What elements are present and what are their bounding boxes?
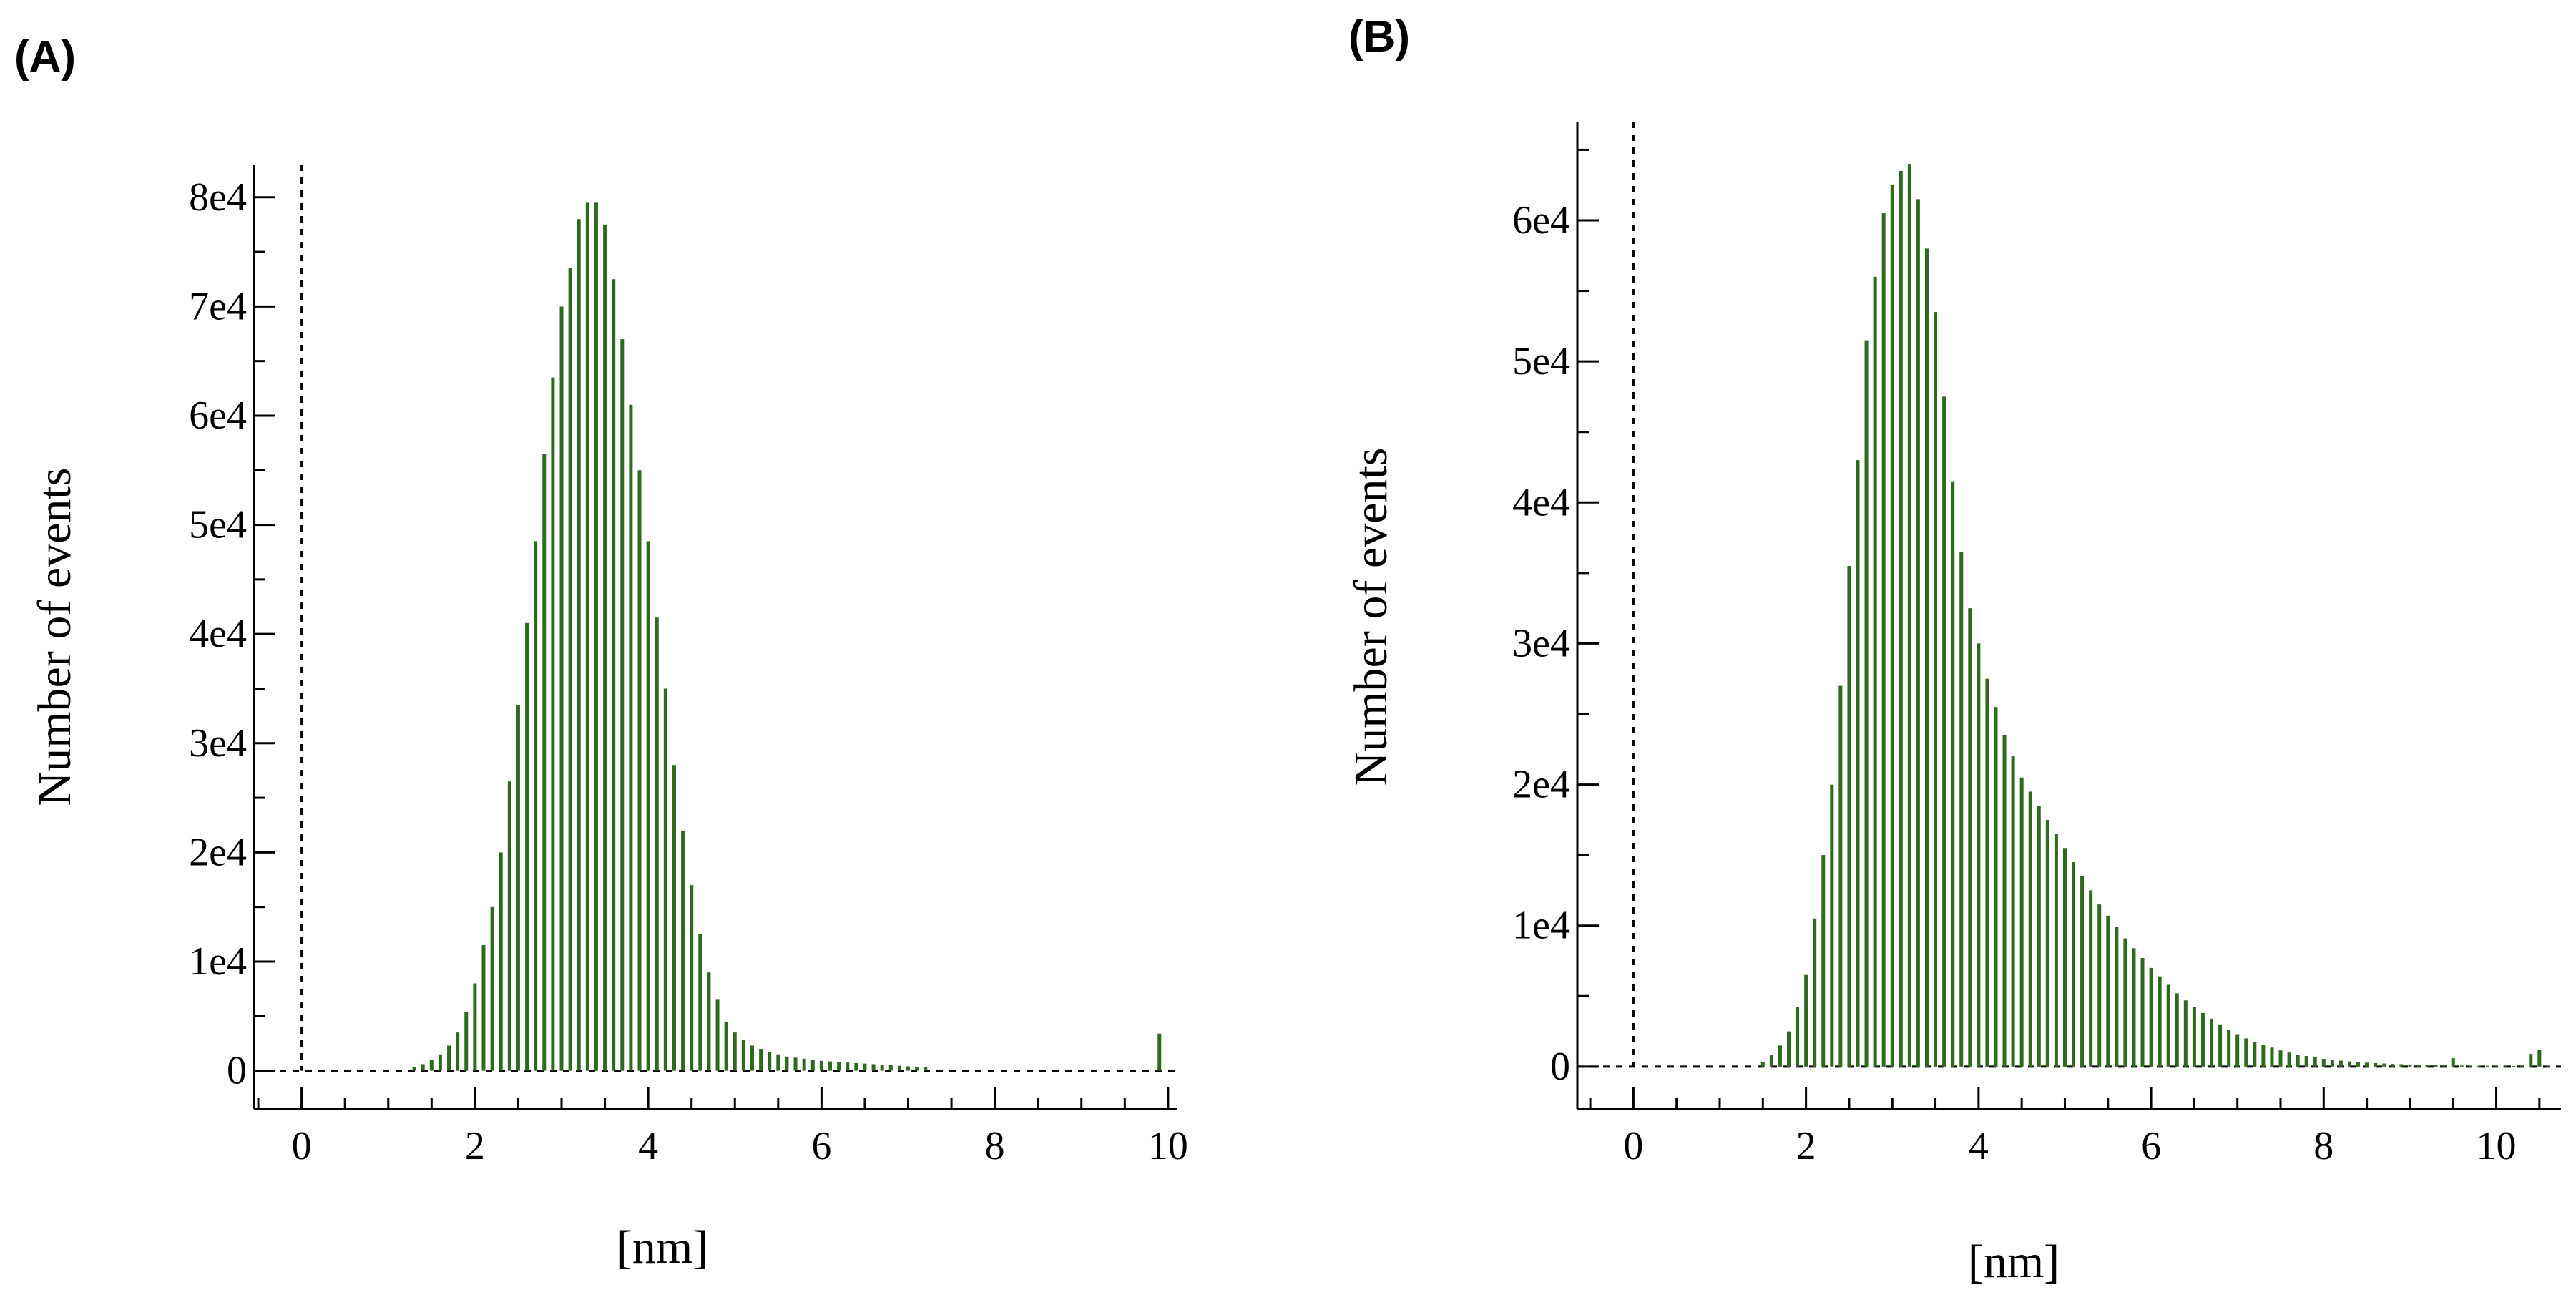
panel-b-label: (B) bbox=[1348, 12, 1410, 62]
panel-a-y-tick-label: 2e4 bbox=[189, 830, 247, 874]
panel-b-y-tick-label: 0 bbox=[1550, 1045, 1570, 1089]
panel-a-x-axis-title: [nm] bbox=[617, 1221, 708, 1274]
panel-a-x-tick-label: 6 bbox=[811, 1124, 831, 1168]
panel-a-y-tick-label: 8e4 bbox=[189, 175, 247, 220]
panel-b-y-tick-label: 4e4 bbox=[1512, 480, 1570, 524]
panel-a-y-tick-label: 4e4 bbox=[189, 612, 247, 656]
panel-b-y-tick-label: 3e4 bbox=[1512, 621, 1570, 665]
panel-b-histogram: (B) 0 1e4 2e4 3e4 4e4 5e4 6e4 0 2 4 6 8 10 Number of e… bbox=[1345, 12, 2561, 1288]
panel-b-y-tick-label: 5e4 bbox=[1512, 339, 1570, 383]
panel-a-x-tick-label: 8 bbox=[985, 1124, 1005, 1168]
panel-a-y-tick-label: 6e4 bbox=[189, 394, 247, 438]
panel-a-x-tick-label: 0 bbox=[292, 1124, 312, 1168]
panel-a-x-tick-label: 10 bbox=[1148, 1124, 1188, 1168]
panel-b-x-tick-label: 8 bbox=[2313, 1124, 2333, 1168]
panel-a-label: (A) bbox=[14, 32, 76, 82]
panel-a-y-tick-label: 7e4 bbox=[189, 284, 247, 328]
panel-b-y-axis-title: Number of events bbox=[1345, 448, 1397, 786]
panel-b-x-axis-title: [nm] bbox=[1968, 1236, 2060, 1288]
panel-b-x-tick-label: 10 bbox=[2477, 1124, 2517, 1168]
panel-a-histogram: (A) 0 1e4 2e4 3e4 4e4 5e4 6e4 7e4 8e4 0 2 4 6 8 10 Numbe… bbox=[14, 32, 1188, 1274]
panel-a-x-tick-label: 2 bbox=[465, 1124, 485, 1168]
panel-b-x-tick-label: 2 bbox=[1796, 1124, 1816, 1168]
panel-b-y-tick-label: 2e4 bbox=[1512, 763, 1570, 807]
panel-b-x-tick-label: 4 bbox=[1969, 1124, 1989, 1168]
panel-a-y-tick-label: 1e4 bbox=[189, 939, 247, 984]
panel-a-y-tick-label: 5e4 bbox=[189, 503, 247, 547]
panel-a-y-axis-title: Number of events bbox=[29, 468, 81, 806]
panel-b-y-tick-label: 6e4 bbox=[1512, 198, 1570, 243]
panel-b-x-tick-label: 6 bbox=[2141, 1124, 2161, 1168]
panel-a-x-tick-label: 4 bbox=[638, 1124, 658, 1168]
panel-a-y-tick-label: 0 bbox=[227, 1049, 247, 1093]
panel-a-y-tick-label: 3e4 bbox=[189, 721, 247, 766]
panel-b-x-tick-label: 0 bbox=[1623, 1124, 1643, 1168]
panel-b-y-tick-label: 1e4 bbox=[1512, 904, 1570, 948]
